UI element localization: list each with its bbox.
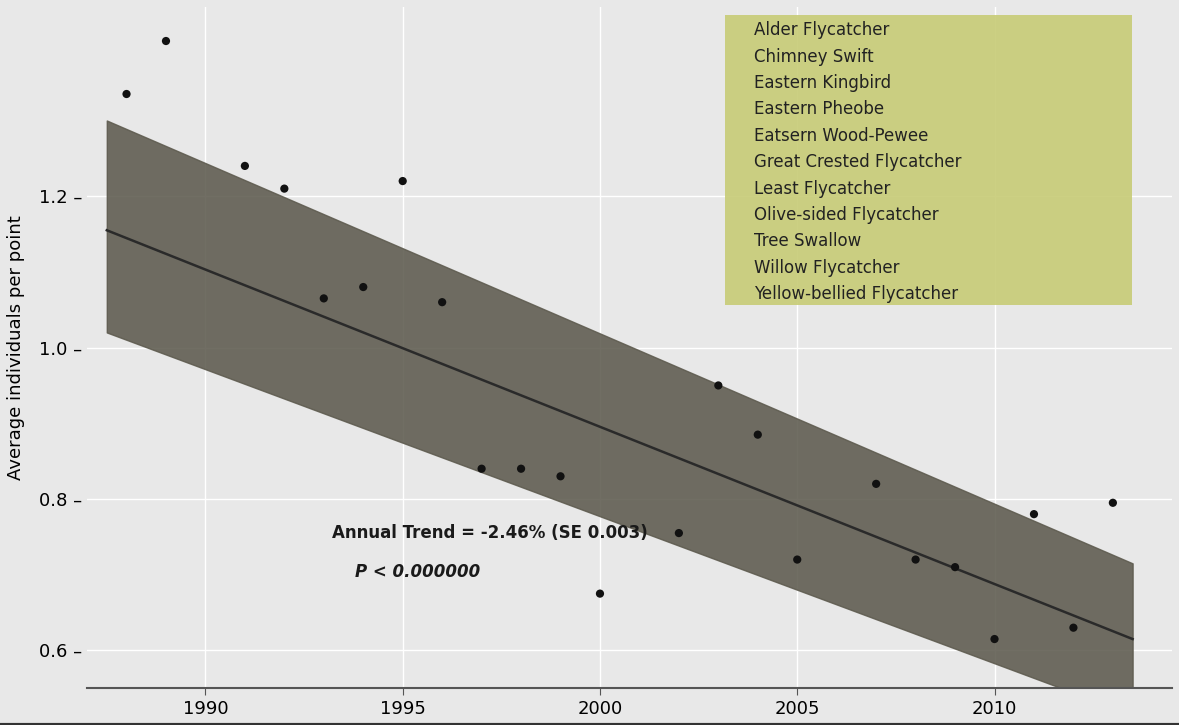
Point [354, 281, 373, 293]
Text: Chimney Swift: Chimney Swift [753, 48, 874, 66]
Point [867, 478, 885, 489]
Text: Least Flycatcher: Least Flycatcher [753, 180, 890, 197]
Text: Eastern Pheobe: Eastern Pheobe [753, 100, 884, 118]
Point [472, 463, 490, 475]
Point [315, 293, 334, 304]
Point [788, 554, 806, 566]
Text: Eastern Kingbird: Eastern Kingbird [753, 74, 890, 92]
Point [512, 463, 531, 475]
Point [1025, 508, 1043, 520]
Y-axis label: Average individuals per point: Average individuals per point [7, 215, 25, 480]
Text: P < 0.000000: P < 0.000000 [355, 563, 481, 581]
Point [236, 160, 255, 172]
Text: Eatsern Wood-Pewee: Eatsern Wood-Pewee [753, 127, 928, 145]
Point [907, 554, 926, 566]
Point [117, 88, 136, 100]
Text: Willow Flycatcher: Willow Flycatcher [753, 259, 900, 277]
Point [986, 633, 1005, 645]
Point [1104, 497, 1122, 508]
Text: Yellow-bellied Flycatcher: Yellow-bellied Flycatcher [753, 285, 957, 303]
Point [394, 175, 413, 187]
Point [157, 36, 176, 47]
Point [749, 429, 768, 441]
Point [433, 297, 452, 308]
Point [709, 380, 727, 392]
Text: Olive-sided Flycatcher: Olive-sided Flycatcher [753, 206, 938, 224]
Text: Tree Swallow: Tree Swallow [753, 232, 861, 250]
Point [591, 588, 610, 600]
Point [670, 527, 689, 539]
Text: Great Crested Flycatcher: Great Crested Flycatcher [753, 153, 961, 171]
Text: Annual Trend = -2.46% (SE 0.003): Annual Trend = -2.46% (SE 0.003) [331, 524, 647, 542]
Text: Alder Flycatcher: Alder Flycatcher [753, 21, 889, 39]
Point [1063, 622, 1082, 634]
Point [275, 183, 294, 194]
Point [551, 471, 569, 482]
Point [946, 561, 964, 573]
